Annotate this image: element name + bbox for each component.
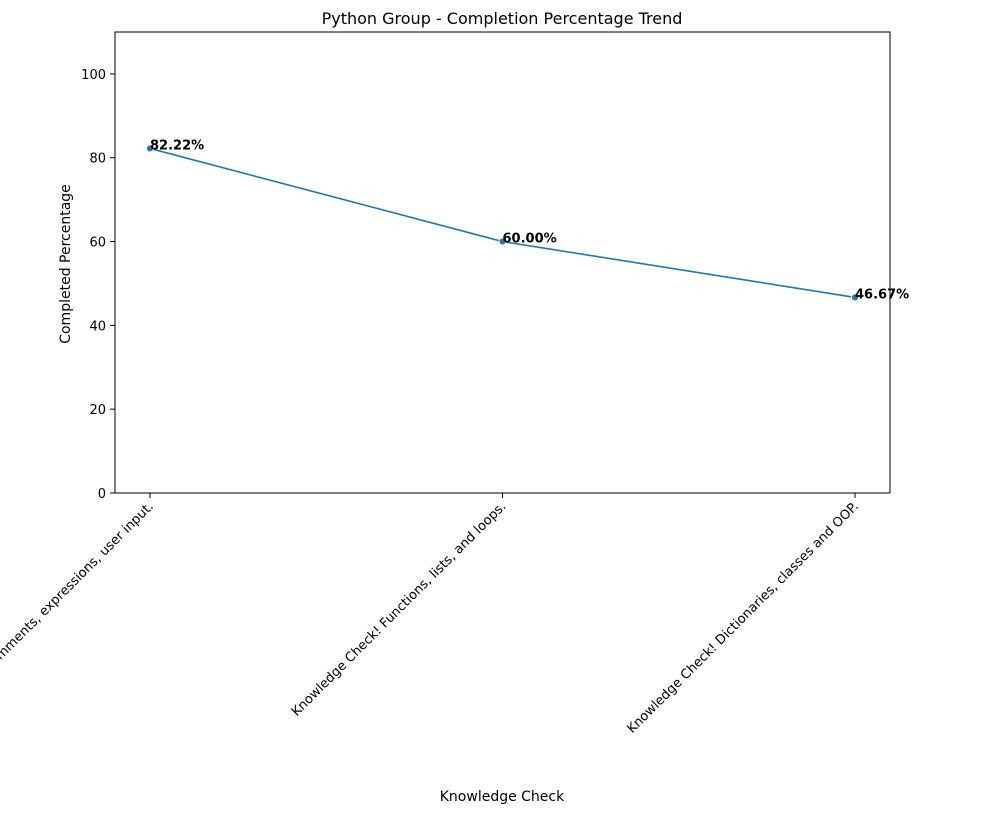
series-line [149,147,856,299]
x-axis-label: Knowledge Check [440,789,565,805]
data-point [851,293,859,302]
y-tick-label: 0 [98,487,106,502]
data-point [146,144,154,153]
y-axis: 0 20 40 60 80 100 [81,68,115,502]
x-axis: Knowledge Check! Comments, expressions, … [0,493,862,764]
y-axis-label: Completed Percentage [58,184,74,344]
y-tick-label: 40 [89,319,106,334]
data-label: 60.00% [503,232,557,247]
x-tick-label: Knowledge Check! Comments, expressions, … [0,499,157,763]
y-tick-label: 100 [81,68,106,83]
data-point [498,237,507,246]
y-tick-label: 80 [89,152,106,167]
y-tick-label: 60 [89,236,106,251]
x-tick-label: Knowledge Check! Functions, lists, and l… [289,499,509,719]
x-tick-label: Knowledge Check! Dictionaries, classes a… [624,499,861,736]
chart-title: Python Group - Completion Percentage Tre… [322,9,683,28]
y-tick-label: 20 [89,403,106,418]
data-label: 82.22% [150,138,204,153]
series: 82.22% 60.00% 46.67% [146,138,909,302]
plot-frame [114,31,891,494]
data-label: 46.67% [855,287,909,302]
